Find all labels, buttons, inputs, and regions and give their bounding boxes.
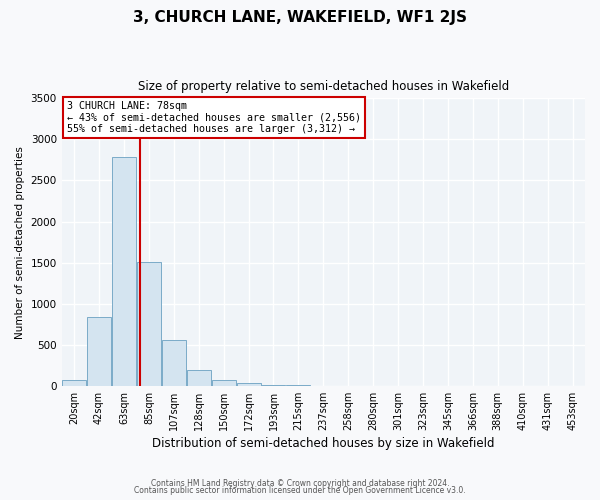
Title: Size of property relative to semi-detached houses in Wakefield: Size of property relative to semi-detach… (138, 80, 509, 93)
Bar (187, 370, 211, 386)
Bar (62, 380, 86, 386)
Bar (212, 380, 236, 386)
Bar (162, 340, 186, 386)
Bar (87, 317, 111, 386)
Text: 3, CHURCH LANE, WAKEFIELD, WF1 2JS: 3, CHURCH LANE, WAKEFIELD, WF1 2JS (133, 10, 467, 25)
Bar (137, 262, 161, 386)
Text: Contains HM Land Registry data © Crown copyright and database right 2024.: Contains HM Land Registry data © Crown c… (151, 478, 449, 488)
Y-axis label: Number of semi-detached properties: Number of semi-detached properties (15, 146, 25, 338)
Text: 3 CHURCH LANE: 78sqm
← 43% of semi-detached houses are smaller (2,556)
55% of se: 3 CHURCH LANE: 78sqm ← 43% of semi-detac… (67, 101, 361, 134)
Bar (236, 384, 260, 386)
Text: Contains public sector information licensed under the Open Government Licence v3: Contains public sector information licen… (134, 486, 466, 495)
Bar (112, 156, 136, 386)
X-axis label: Distribution of semi-detached houses by size in Wakefield: Distribution of semi-detached houses by … (152, 437, 494, 450)
Bar (262, 385, 286, 386)
